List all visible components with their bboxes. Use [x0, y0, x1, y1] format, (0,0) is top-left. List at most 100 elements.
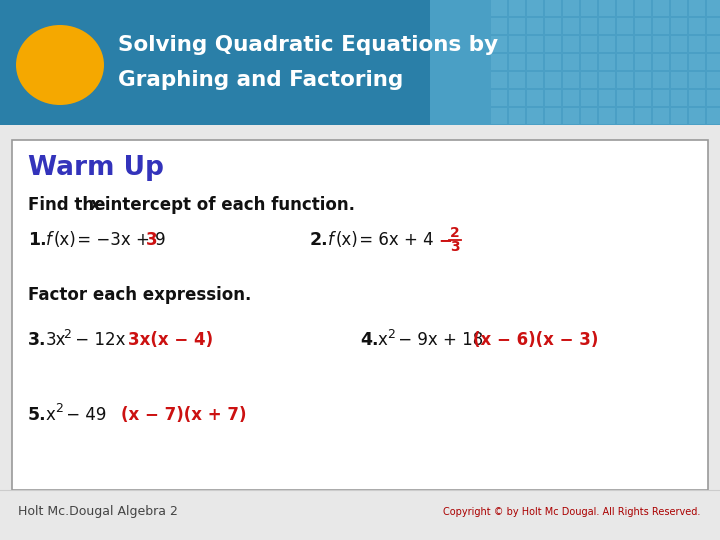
FancyBboxPatch shape [635, 18, 651, 34]
FancyBboxPatch shape [599, 54, 615, 70]
FancyBboxPatch shape [563, 0, 579, 16]
FancyBboxPatch shape [581, 0, 597, 16]
Text: x: x [90, 196, 101, 214]
Ellipse shape [16, 25, 104, 105]
FancyBboxPatch shape [671, 54, 687, 70]
FancyBboxPatch shape [653, 72, 669, 88]
FancyBboxPatch shape [527, 90, 543, 106]
FancyBboxPatch shape [599, 36, 615, 52]
FancyBboxPatch shape [689, 90, 705, 106]
Text: −: − [438, 231, 452, 249]
FancyBboxPatch shape [671, 0, 687, 16]
Text: (x − 6)(x − 3): (x − 6)(x − 3) [473, 331, 598, 349]
Text: Solving Quadratic Equations by: Solving Quadratic Equations by [118, 35, 498, 55]
FancyBboxPatch shape [545, 108, 561, 124]
FancyBboxPatch shape [509, 0, 525, 16]
FancyBboxPatch shape [563, 54, 579, 70]
Text: 1.: 1. [28, 231, 47, 249]
FancyBboxPatch shape [545, 36, 561, 52]
FancyBboxPatch shape [689, 72, 705, 88]
FancyBboxPatch shape [581, 54, 597, 70]
FancyBboxPatch shape [653, 18, 669, 34]
FancyBboxPatch shape [581, 72, 597, 88]
Text: = 6x + 4: = 6x + 4 [354, 231, 433, 249]
FancyBboxPatch shape [491, 54, 507, 70]
FancyBboxPatch shape [617, 0, 633, 16]
FancyBboxPatch shape [617, 54, 633, 70]
FancyBboxPatch shape [509, 108, 525, 124]
FancyBboxPatch shape [545, 0, 561, 16]
Text: 2: 2 [450, 226, 460, 240]
Text: x: x [378, 331, 388, 349]
FancyBboxPatch shape [0, 0, 720, 125]
Text: 3: 3 [450, 240, 459, 254]
FancyBboxPatch shape [707, 72, 720, 88]
FancyBboxPatch shape [599, 18, 615, 34]
FancyBboxPatch shape [617, 90, 633, 106]
FancyBboxPatch shape [635, 90, 651, 106]
FancyBboxPatch shape [581, 90, 597, 106]
FancyBboxPatch shape [671, 36, 687, 52]
Text: Factor each expression.: Factor each expression. [28, 286, 251, 304]
FancyBboxPatch shape [509, 18, 525, 34]
Text: 2: 2 [55, 402, 63, 415]
Text: 4.: 4. [360, 331, 379, 349]
Text: 2.: 2. [310, 231, 328, 249]
FancyBboxPatch shape [527, 108, 543, 124]
FancyBboxPatch shape [599, 72, 615, 88]
Text: f: f [46, 231, 52, 249]
FancyBboxPatch shape [491, 90, 507, 106]
FancyBboxPatch shape [491, 72, 507, 88]
FancyBboxPatch shape [635, 0, 651, 16]
Text: = −3x + 9: = −3x + 9 [72, 231, 166, 249]
Text: -intercept of each function.: -intercept of each function. [98, 196, 355, 214]
FancyBboxPatch shape [689, 108, 705, 124]
FancyBboxPatch shape [635, 54, 651, 70]
FancyBboxPatch shape [635, 36, 651, 52]
Text: − 9x + 18: − 9x + 18 [393, 331, 483, 349]
FancyBboxPatch shape [563, 36, 579, 52]
FancyBboxPatch shape [527, 0, 543, 16]
Text: Copyright © by Holt Mc Dougal. All Rights Reserved.: Copyright © by Holt Mc Dougal. All Right… [443, 507, 700, 517]
FancyBboxPatch shape [509, 54, 525, 70]
FancyBboxPatch shape [653, 108, 669, 124]
FancyBboxPatch shape [653, 0, 669, 16]
FancyBboxPatch shape [689, 0, 705, 16]
FancyBboxPatch shape [617, 36, 633, 52]
FancyBboxPatch shape [653, 90, 669, 106]
FancyBboxPatch shape [527, 18, 543, 34]
FancyBboxPatch shape [707, 0, 720, 16]
FancyBboxPatch shape [707, 108, 720, 124]
FancyBboxPatch shape [491, 18, 507, 34]
FancyBboxPatch shape [707, 90, 720, 106]
FancyBboxPatch shape [599, 90, 615, 106]
FancyBboxPatch shape [581, 108, 597, 124]
FancyBboxPatch shape [491, 108, 507, 124]
FancyBboxPatch shape [581, 36, 597, 52]
FancyBboxPatch shape [563, 18, 579, 34]
Text: (x − 7)(x + 7): (x − 7)(x + 7) [121, 406, 246, 424]
FancyBboxPatch shape [527, 54, 543, 70]
FancyBboxPatch shape [707, 36, 720, 52]
FancyBboxPatch shape [707, 54, 720, 70]
FancyBboxPatch shape [671, 18, 687, 34]
Text: 3x: 3x [46, 331, 66, 349]
FancyBboxPatch shape [527, 72, 543, 88]
Text: (x): (x) [336, 231, 359, 249]
FancyBboxPatch shape [563, 90, 579, 106]
FancyBboxPatch shape [509, 90, 525, 106]
Text: (x): (x) [54, 231, 77, 249]
FancyBboxPatch shape [617, 18, 633, 34]
FancyBboxPatch shape [599, 108, 615, 124]
FancyBboxPatch shape [617, 108, 633, 124]
Text: − 49: − 49 [61, 406, 107, 424]
FancyBboxPatch shape [509, 36, 525, 52]
FancyBboxPatch shape [689, 18, 705, 34]
Text: 3.: 3. [28, 331, 47, 349]
Text: Graphing and Factoring: Graphing and Factoring [118, 70, 403, 90]
FancyBboxPatch shape [563, 72, 579, 88]
Text: x: x [46, 406, 56, 424]
FancyBboxPatch shape [563, 108, 579, 124]
FancyBboxPatch shape [545, 72, 561, 88]
FancyBboxPatch shape [617, 72, 633, 88]
